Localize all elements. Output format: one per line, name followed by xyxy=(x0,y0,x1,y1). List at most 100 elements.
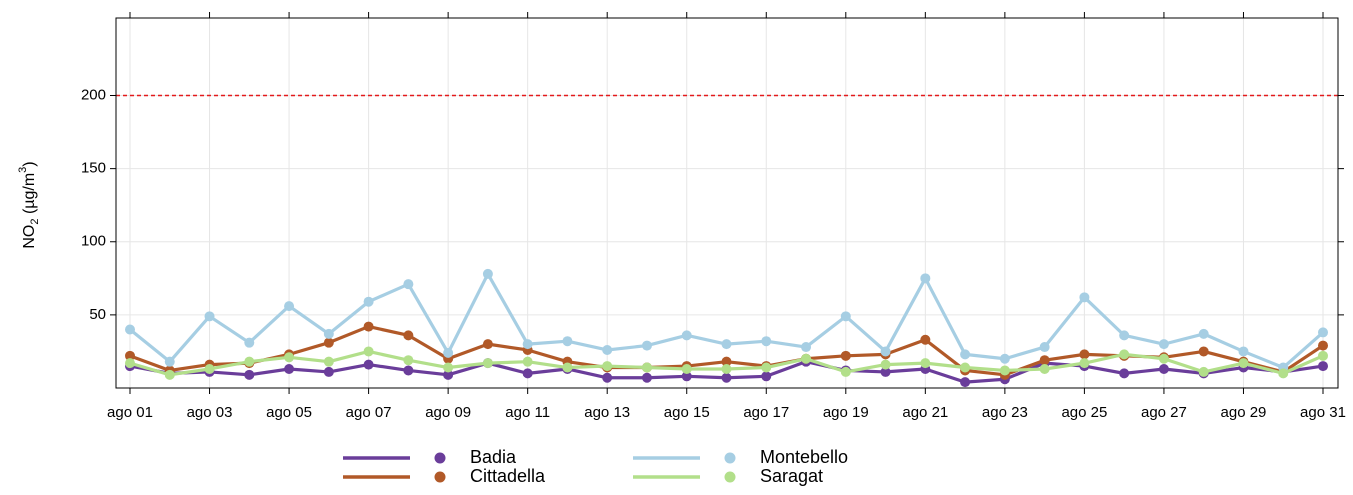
x-tick-label: ago 01 xyxy=(107,404,153,421)
data-point xyxy=(840,366,851,377)
legend-dot xyxy=(724,471,736,483)
data-point xyxy=(801,342,812,353)
data-point xyxy=(204,311,215,322)
data-point xyxy=(960,362,971,373)
x-tick-label: ago 31 xyxy=(1300,404,1346,421)
data-point xyxy=(125,350,135,361)
data-point xyxy=(681,330,692,341)
data-point xyxy=(641,372,652,383)
legend-dot xyxy=(724,452,736,464)
y-label-part: (µg/m xyxy=(21,173,38,219)
data-point xyxy=(1119,349,1130,360)
x-tick-label: ago 13 xyxy=(584,404,630,421)
data-point xyxy=(681,371,692,382)
x-tick-label: ago 17 xyxy=(743,404,789,421)
data-point xyxy=(443,347,454,358)
data-point xyxy=(482,268,493,279)
data-point xyxy=(681,363,692,374)
data-point xyxy=(999,365,1010,376)
data-point xyxy=(880,366,891,377)
x-tick-label: ago 03 xyxy=(187,404,233,421)
data-point xyxy=(403,355,414,366)
data-point xyxy=(284,352,295,363)
data-point xyxy=(761,362,772,373)
data-point xyxy=(761,371,772,382)
data-point xyxy=(522,339,533,350)
data-point xyxy=(443,362,454,373)
data-point xyxy=(244,369,255,380)
data-point xyxy=(403,279,414,290)
data-point xyxy=(840,311,851,322)
data-point xyxy=(164,356,175,367)
data-point xyxy=(323,356,334,367)
data-point xyxy=(1079,292,1090,303)
data-point xyxy=(1318,361,1328,372)
y-tick-label: 50 xyxy=(89,306,106,323)
data-point xyxy=(801,353,812,364)
data-point xyxy=(960,377,971,388)
data-point xyxy=(1318,340,1328,351)
data-point xyxy=(920,273,931,284)
data-point xyxy=(1119,330,1130,341)
data-point xyxy=(403,365,414,376)
data-point xyxy=(482,358,493,369)
y-tick-label: 100 xyxy=(81,233,106,250)
data-point xyxy=(204,363,215,374)
data-point xyxy=(284,363,295,374)
x-tick-label: ago 09 xyxy=(425,404,471,421)
data-point xyxy=(1079,349,1090,360)
data-point xyxy=(920,334,931,345)
data-point xyxy=(1158,339,1169,350)
data-point xyxy=(522,356,533,367)
data-point xyxy=(244,337,255,348)
data-point xyxy=(1318,350,1328,361)
data-point xyxy=(1158,353,1169,364)
data-point xyxy=(562,362,573,373)
y-label-part: ) xyxy=(21,161,38,166)
data-point xyxy=(641,362,652,373)
data-point xyxy=(323,366,334,377)
data-point xyxy=(1039,363,1050,374)
data-point xyxy=(363,296,374,307)
x-tick-label: ago 27 xyxy=(1141,404,1187,421)
data-point xyxy=(1158,363,1169,374)
data-point xyxy=(1238,346,1249,357)
data-point xyxy=(443,369,454,380)
legend-label: Montebello xyxy=(760,447,848,467)
y-tick-label: 150 xyxy=(81,160,106,177)
data-point xyxy=(1039,342,1050,353)
data-point xyxy=(1198,346,1209,357)
data-point xyxy=(1198,328,1209,339)
data-point xyxy=(244,356,255,367)
data-point xyxy=(1198,366,1209,377)
data-point xyxy=(641,340,652,351)
legend-label: Cittadella xyxy=(470,466,546,486)
data-point xyxy=(602,344,613,355)
data-point xyxy=(363,359,374,370)
data-point xyxy=(880,346,891,357)
data-point xyxy=(1119,368,1130,379)
legend-dot xyxy=(434,471,446,483)
data-point xyxy=(721,339,732,350)
data-point xyxy=(1318,327,1328,338)
y-label-sub: 2 xyxy=(29,219,41,225)
x-tick-label: ago 21 xyxy=(902,404,948,421)
data-point xyxy=(164,369,175,380)
data-point xyxy=(482,339,493,350)
y-axis-label: NO2 (µg/m3) xyxy=(17,161,41,248)
data-point xyxy=(880,359,891,370)
data-point xyxy=(602,361,613,372)
x-tick-label: ago 07 xyxy=(346,404,392,421)
x-tick-label: ago 05 xyxy=(266,404,312,421)
legend-label: Saragat xyxy=(760,466,823,486)
x-tick-label: ago 29 xyxy=(1221,404,1267,421)
x-tick-label: ago 11 xyxy=(505,404,550,421)
data-point xyxy=(1278,368,1289,379)
data-point xyxy=(562,336,573,347)
data-point xyxy=(761,336,772,347)
legend-label: Badia xyxy=(470,447,517,467)
data-point xyxy=(1039,355,1050,366)
data-point xyxy=(363,321,374,332)
legend-dot xyxy=(434,452,446,464)
